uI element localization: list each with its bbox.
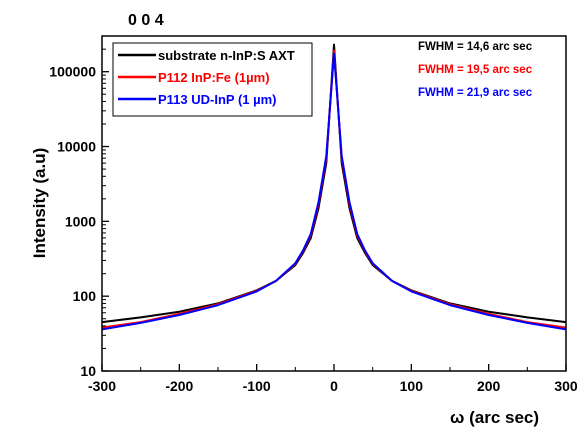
- y-tick-label: 1000: [65, 213, 96, 229]
- plot-frame: [101, 35, 567, 372]
- y-tick-label: 10: [80, 363, 96, 379]
- fwhm-annotation-p113: FWHM = 21,9 arc sec: [418, 87, 533, 99]
- x-tick-label: -100: [243, 378, 271, 394]
- y-tick-label: 10000: [57, 139, 96, 155]
- x-tick-label: 300: [554, 378, 578, 394]
- x-tick-label: 0: [330, 378, 338, 394]
- y-tick-label: 100000: [49, 64, 96, 80]
- legend: substrate n-InP:S AXT P112 InP:Fe (1µm) …: [112, 42, 313, 117]
- x-tick-label: 100: [400, 378, 424, 394]
- legend-label-p112: P112 InP:Fe (1µm): [158, 70, 270, 85]
- ticks-layer: -300 -200 -100 0 100 200 300 10 100 1000 10000 1000…: [49, 35, 578, 394]
- fwhm-annotation-p112: FWHM = 19,5 arc sec: [418, 64, 533, 76]
- series-layer: [101, 43, 567, 331]
- fwhm-annotations: FWHM = 14,6 arc sec FWHM = 19,5 arc sec …: [418, 41, 533, 99]
- legend-label-substrate: substrate n-InP:S AXT: [158, 48, 295, 63]
- y-tick-label: 100: [73, 288, 97, 304]
- x-tick-label: -200: [165, 378, 193, 394]
- series-line-2: [101, 52, 567, 331]
- x-tick-label: -300: [88, 378, 116, 394]
- chart-title: 0 0 4: [128, 12, 164, 29]
- y-axis-label: Intensity (a.u): [30, 148, 49, 259]
- legend-label-p113: P113 UD-InP (1 µm): [158, 92, 277, 107]
- fwhm-annotation-substrate: FWHM = 14,6 arc sec: [418, 41, 533, 53]
- x-axis-label: ω (arc sec): [450, 408, 539, 427]
- x-tick-label: 200: [477, 378, 501, 394]
